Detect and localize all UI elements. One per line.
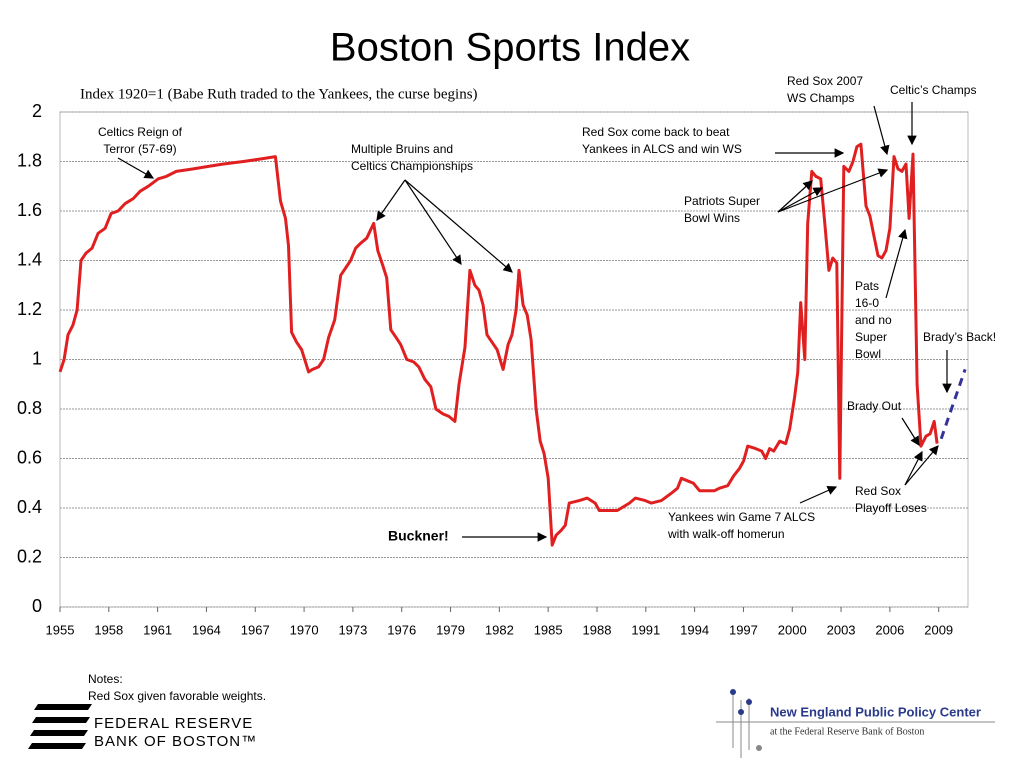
arrow bbox=[117, 157, 155, 179]
chart-title: Boston Sports Index bbox=[330, 26, 690, 70]
x-tick-label: 2003 bbox=[827, 622, 856, 637]
annotation: 16-0 bbox=[855, 296, 879, 310]
annotation: Bowl Wins bbox=[684, 211, 740, 225]
x-tick-label: 1988 bbox=[583, 622, 612, 637]
annotation: Celtics Championships bbox=[351, 159, 473, 173]
y-tick-label: 1.4 bbox=[17, 249, 42, 269]
annotations: Celtics Reign of Terror (57-69) Multiple… bbox=[98, 74, 996, 544]
x-tick-label: 1976 bbox=[387, 622, 416, 637]
annotation: and no bbox=[855, 313, 892, 327]
y-tick-label: 0.6 bbox=[17, 447, 42, 467]
subtitle: Index 1920=1 (Babe Ruth traded to the Ya… bbox=[80, 86, 478, 102]
arrow bbox=[404, 179, 513, 273]
y-tick-label: 2 bbox=[32, 101, 42, 121]
logo-text: FEDERAL RESERVE bbox=[94, 715, 253, 732]
logo-text: at the Federal Reserve Bank of Boston bbox=[770, 726, 924, 737]
arrow bbox=[777, 187, 824, 213]
arrow bbox=[904, 445, 939, 486]
x-tick-label: 1979 bbox=[436, 622, 465, 637]
x-tick-label: 1982 bbox=[485, 622, 514, 637]
y-tick-label: 0.8 bbox=[17, 398, 42, 418]
y-tick-label: 0.4 bbox=[17, 497, 42, 517]
annotation: Multiple Bruins and bbox=[351, 142, 453, 156]
annotation: Red Sox bbox=[855, 484, 901, 498]
note: Notes: bbox=[88, 672, 123, 686]
y-tick-label: 1.6 bbox=[17, 200, 42, 220]
x-tick-label: 2000 bbox=[778, 622, 807, 637]
arrow bbox=[873, 105, 890, 156]
arrow bbox=[376, 179, 406, 221]
arrow bbox=[777, 168, 889, 213]
annotation: with walk-off homerun bbox=[667, 527, 785, 541]
annotation: Yankees in ALCS and win WS bbox=[582, 142, 742, 156]
annotation: Playoff Loses bbox=[855, 501, 927, 515]
x-tick-label: 2009 bbox=[924, 622, 953, 637]
arrow bbox=[777, 180, 813, 213]
x-tick-label: 1961 bbox=[143, 622, 172, 637]
annotation: Red Sox 2007 bbox=[787, 74, 863, 88]
x-tick-label: 1970 bbox=[290, 622, 319, 637]
data-line bbox=[939, 368, 967, 440]
annotation: WS Champs bbox=[787, 91, 854, 105]
y-tick-label: 1 bbox=[32, 348, 42, 368]
x-tick-label: 1973 bbox=[338, 622, 367, 637]
annotation: Yankees win Game 7 ALCS bbox=[668, 510, 815, 524]
annotation: Patriots Super bbox=[684, 194, 760, 208]
neppc-logo: New England Public Policy Center at the … bbox=[716, 689, 995, 758]
x-tick-label: 2006 bbox=[875, 622, 904, 637]
x-tick-label: 1991 bbox=[631, 622, 660, 637]
annotation: Brady Out bbox=[847, 399, 902, 413]
note: Red Sox given favorable weights. bbox=[88, 689, 266, 703]
annotation: Celtic’s Champs bbox=[890, 83, 976, 97]
x-tick-label: 1997 bbox=[729, 622, 758, 637]
annotation: Terror (57-69) bbox=[103, 142, 176, 156]
arrow bbox=[885, 228, 908, 299]
x-tick-label: 1958 bbox=[94, 622, 123, 637]
logo-text: BANK OF BOSTON™ bbox=[94, 733, 257, 750]
x-tick-label: 1985 bbox=[534, 622, 563, 637]
y-tick-label: 0 bbox=[32, 596, 42, 616]
annotation: Buckner! bbox=[388, 528, 449, 544]
x-tick-label: 1967 bbox=[241, 622, 270, 637]
annotation: Super bbox=[855, 330, 887, 344]
arrow bbox=[404, 179, 462, 265]
annotation: Bowl bbox=[855, 347, 881, 361]
fed-logo: FEDERAL RESERVE BANK OF BOSTON™ bbox=[28, 704, 257, 750]
x-tick-label: 1955 bbox=[46, 622, 75, 637]
x-tick-label: 1964 bbox=[192, 622, 221, 637]
annotation: Red Sox come back to beat bbox=[582, 125, 730, 139]
data-line bbox=[58, 142, 939, 547]
arrow bbox=[904, 450, 923, 486]
annotation: Celtics Reign of bbox=[98, 125, 183, 139]
y-tick-label: 0.2 bbox=[17, 546, 42, 566]
arrow bbox=[901, 417, 920, 447]
annotation: Pats bbox=[855, 279, 879, 293]
y-tick-label: 1.2 bbox=[17, 299, 42, 319]
y-tick-label: 1.8 bbox=[17, 150, 42, 170]
annotation: Brady’s Back! bbox=[923, 330, 996, 344]
logo-text: New England Public Policy Center bbox=[770, 704, 981, 719]
x-tick-label: 1994 bbox=[680, 622, 709, 637]
arrow bbox=[799, 486, 838, 504]
